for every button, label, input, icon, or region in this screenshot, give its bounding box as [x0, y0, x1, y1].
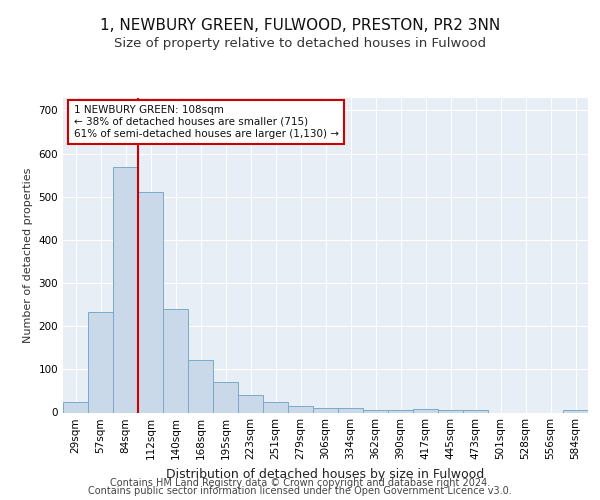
X-axis label: Distribution of detached houses by size in Fulwood: Distribution of detached houses by size …: [166, 468, 485, 481]
Text: Contains public sector information licensed under the Open Government Licence v3: Contains public sector information licen…: [88, 486, 512, 496]
Bar: [263, 402, 288, 412]
Text: Contains HM Land Registry data © Crown copyright and database right 2024.: Contains HM Land Registry data © Crown c…: [110, 478, 490, 488]
Bar: [338, 408, 363, 412]
Bar: [138, 192, 163, 412]
Bar: [388, 410, 413, 412]
Bar: [288, 406, 313, 412]
Bar: [213, 382, 238, 412]
Bar: [188, 360, 213, 412]
Bar: [363, 410, 388, 412]
Bar: [113, 166, 138, 412]
Bar: [463, 410, 488, 412]
Bar: [163, 309, 188, 412]
Bar: [438, 410, 463, 412]
Bar: [313, 408, 338, 412]
Bar: [413, 410, 438, 412]
Text: 1, NEWBURY GREEN, FULWOOD, PRESTON, PR2 3NN: 1, NEWBURY GREEN, FULWOOD, PRESTON, PR2 …: [100, 18, 500, 32]
Bar: [238, 395, 263, 412]
Text: 1 NEWBURY GREEN: 108sqm
← 38% of detached houses are smaller (715)
61% of semi-d: 1 NEWBURY GREEN: 108sqm ← 38% of detache…: [74, 106, 338, 138]
Bar: [63, 402, 88, 412]
Y-axis label: Number of detached properties: Number of detached properties: [23, 168, 33, 342]
Bar: [563, 410, 588, 412]
Text: Size of property relative to detached houses in Fulwood: Size of property relative to detached ho…: [114, 38, 486, 51]
Bar: [88, 312, 113, 412]
